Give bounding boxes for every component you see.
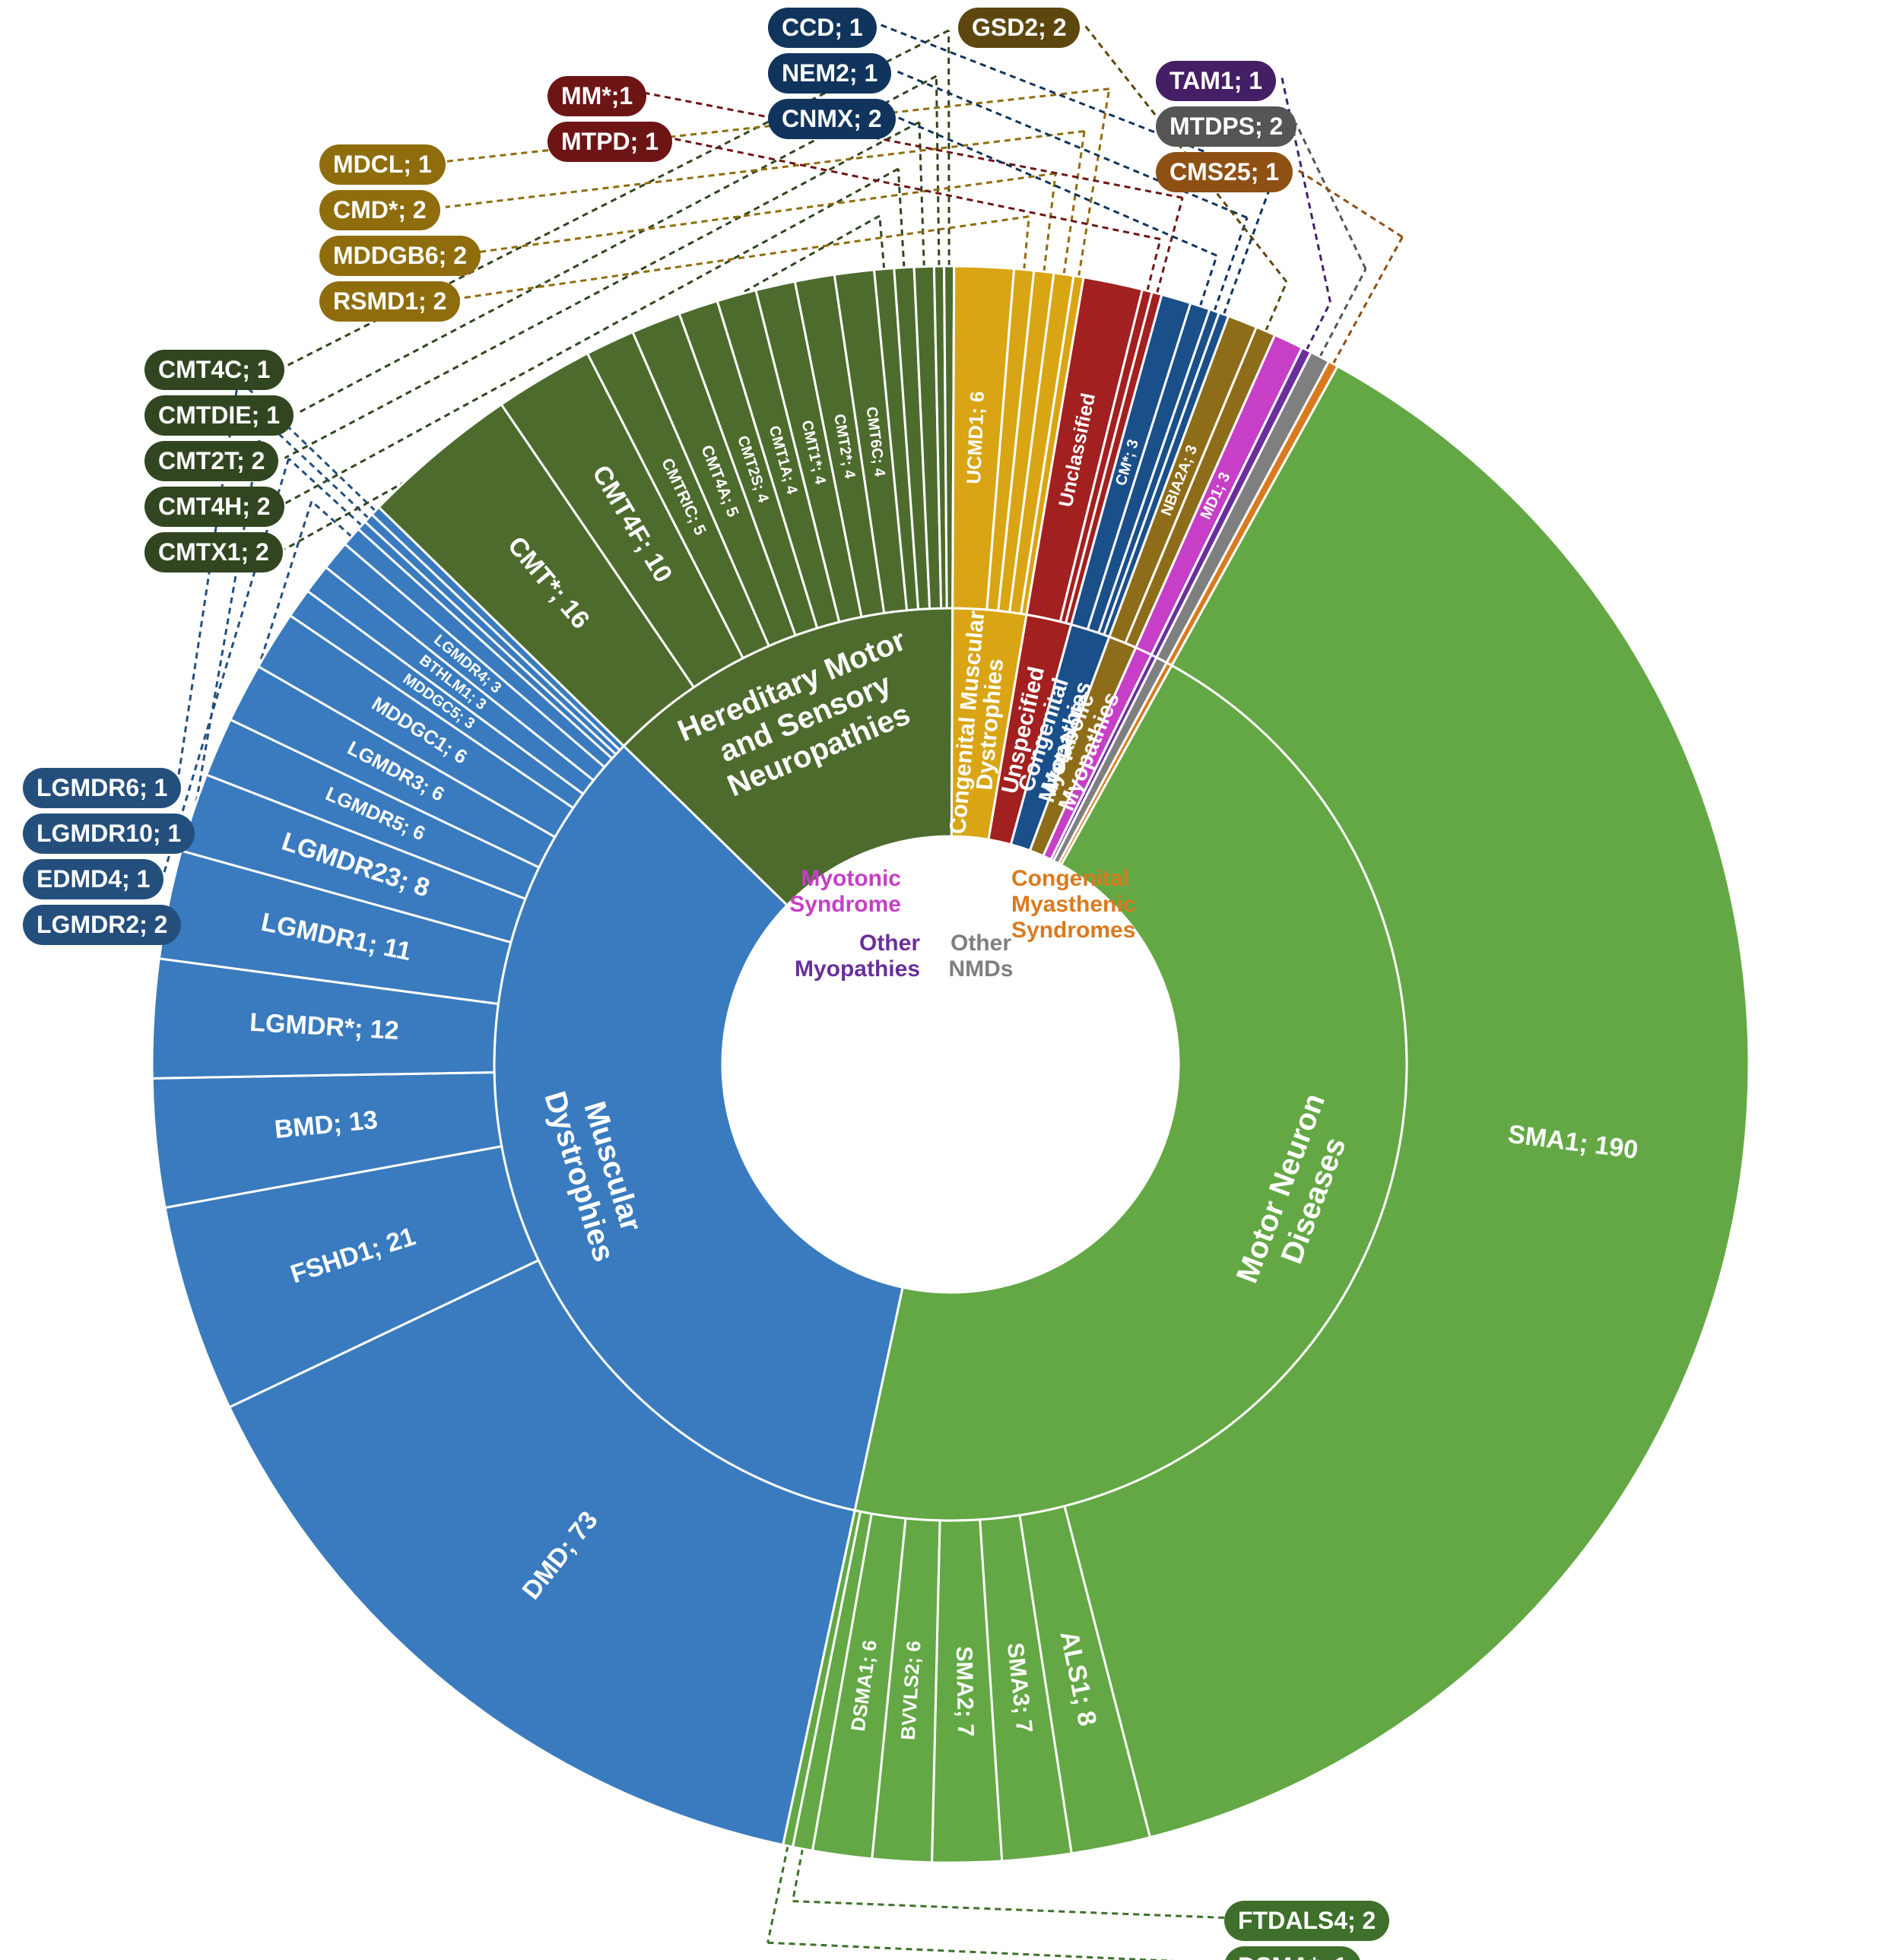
callout-pill: CMT4C; 1 <box>144 350 284 390</box>
callout-pill: CMT4H; 2 <box>144 487 284 527</box>
ring2-label: SMA2; 7 <box>951 1646 978 1737</box>
callout-pill: LGMDR6; 1 <box>23 768 181 808</box>
callout-pill: LGMDR2; 2 <box>23 905 181 945</box>
callout-pill: FTDALS4; 2 <box>1224 1901 1389 1941</box>
callout-pill: EDMD4; 1 <box>23 859 163 899</box>
callout-pill: LGMDR10; 1 <box>23 813 195 854</box>
center-category-label: OtherNMDs <box>948 931 1013 982</box>
callout-pill: CMD*; 2 <box>319 190 440 230</box>
callout-pill: CMT2T; 2 <box>144 441 278 481</box>
callout-pill: TAM1; 1 <box>1156 61 1276 101</box>
callout-pill: DSMA*; 1 <box>1224 1946 1361 1960</box>
callout-pill: MTPD; 1 <box>547 122 672 162</box>
sunburst-chart: Motor NeuronDiseasesSMA1; 190ALS1; 8SMA3… <box>0 0 1901 1960</box>
callout-pill: CNMX; 2 <box>768 99 896 139</box>
callout-pill: RSMD1; 2 <box>319 281 460 322</box>
callout-pill: MM*;1 <box>547 76 646 116</box>
callout-pill: MTDPS; 2 <box>1156 106 1296 147</box>
center-category-label: MyotonicSyndrome <box>789 866 901 917</box>
callout-pill: MDDGB6; 2 <box>319 236 481 276</box>
sunburst-svg: Motor NeuronDiseasesSMA1; 190ALS1; 8SMA3… <box>0 0 1901 1960</box>
callout-pill: CMS25; 1 <box>1156 152 1293 192</box>
ring2-label: UCMD1; 6 <box>963 391 989 484</box>
callout-pill: CMTX1; 2 <box>144 532 283 572</box>
callout-pill: NEM2; 1 <box>768 53 891 94</box>
arcs <box>152 266 1749 1863</box>
callout-pill: CCD; 1 <box>768 8 877 48</box>
callout-pill: CMTDIE; 1 <box>144 395 294 436</box>
callout-pill: GSD2; 2 <box>958 8 1080 48</box>
callout-pill: MDCL; 1 <box>319 144 446 185</box>
center-category-label: CongenitalMyasthenicSyndromes <box>1011 866 1135 943</box>
